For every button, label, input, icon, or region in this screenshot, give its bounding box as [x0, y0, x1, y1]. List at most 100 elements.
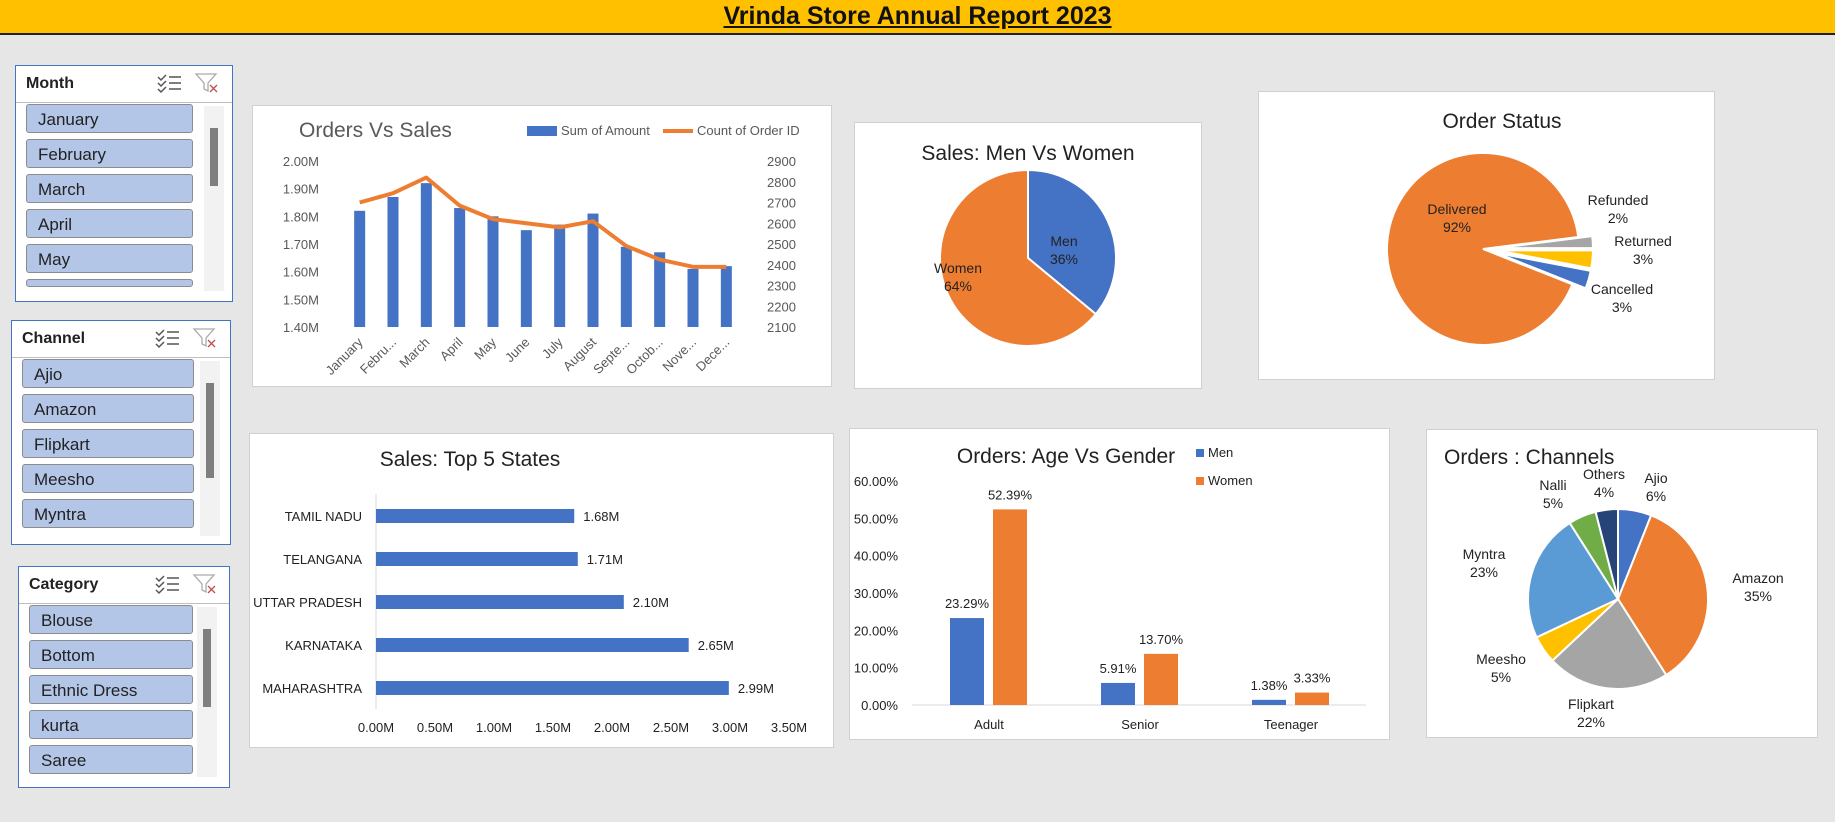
bar-nove: [687, 268, 699, 327]
slicer-item-amazon[interactable]: Amazon: [22, 394, 194, 423]
y-tick: 40.00%: [854, 549, 899, 564]
slicer-header: Channel: [12, 321, 230, 358]
y-tick: 0.00%: [861, 698, 898, 713]
report-title: Vrinda Store Annual Report 2023: [723, 2, 1112, 30]
orders-vs-sales-card: Orders Vs Sales Sum of Amount Count of Ord…: [252, 105, 832, 387]
slicer-item-saree[interactable]: Saree: [29, 745, 193, 774]
bar-septe: [620, 246, 632, 327]
multi-select-icon[interactable]: [154, 573, 180, 595]
slice-label-returned: Returned: [1614, 233, 1672, 249]
bar-may: [487, 216, 499, 327]
clear-filter-icon[interactable]: [194, 72, 220, 94]
scrollbar-thumb[interactable]: [203, 629, 211, 707]
slicer-item-meesho[interactable]: Meesho: [22, 464, 194, 493]
slice-label-cancelled: Cancelled: [1591, 281, 1653, 297]
slicer-item-bottom[interactable]: Bottom: [29, 640, 193, 669]
bar-febru: [387, 196, 399, 327]
pie-slice-returned: [1496, 249, 1594, 270]
category-slicer[interactable]: Category Blouse Bottom Ethnic Dress kurt…: [18, 566, 230, 788]
slice-pct-men: 36%: [1050, 251, 1078, 267]
slicer-scrollbar[interactable]: [200, 361, 220, 536]
slicer-item-may[interactable]: May: [26, 244, 193, 273]
value-label-telangana: 1.71M: [587, 552, 623, 567]
slice-label-delivered: Delivered: [1427, 201, 1486, 217]
slice-label-women: Women: [934, 260, 982, 276]
legend-swatch-men: [1196, 449, 1204, 457]
multi-select-icon[interactable]: [156, 72, 182, 94]
slicer-item-ethnic-dress[interactable]: Ethnic Dress: [29, 675, 193, 704]
order-status-card: Order Status Delivered 92% Refunded 2% Return…: [1258, 91, 1715, 380]
x-tick-march: March: [396, 335, 432, 371]
state-label-karnataka: KARNATAKA: [285, 638, 362, 653]
slicer-title: Channel: [22, 330, 86, 347]
slice-pct-nalli: 5%: [1543, 495, 1563, 511]
slice-pct-flipkart: 22%: [1577, 714, 1605, 730]
x-tick-dece: Dece...: [693, 335, 733, 375]
slice-pct-meesho: 5%: [1491, 669, 1511, 685]
value-label-tamil-nadu: 1.68M: [583, 509, 619, 524]
x-tick-nove: Nove...: [659, 335, 699, 375]
slice-pct-cancelled: 3%: [1612, 299, 1632, 315]
pie-slice-men: [1027, 168, 1117, 316]
slicer-item-february[interactable]: February: [26, 139, 193, 168]
pie-slice-amazon: [1616, 514, 1709, 677]
bar-uttar-pradesh: [376, 595, 624, 609]
slicer-item-partial[interactable]: [26, 279, 193, 287]
clear-filter-icon[interactable]: [192, 327, 218, 349]
data-label-senior-men: 5.91%: [1100, 661, 1137, 676]
age-vs-gender-chart: Orders: Age Vs Gender Men Women 60.00% 50.00…: [854, 445, 1366, 732]
slicer-item-march[interactable]: March: [26, 174, 193, 203]
slicer-scrollbar[interactable]: [197, 607, 217, 777]
slicer-item-january[interactable]: January: [26, 104, 193, 133]
x-tick-april: April: [437, 334, 466, 363]
x-tick-june: June: [502, 335, 533, 366]
legend-label-men: Men: [1208, 445, 1233, 460]
bar-adult-men: [950, 618, 984, 705]
line-count-of-order-id: [359, 175, 727, 269]
state-label-uttar-pradesh: UTTAR PRADESH: [253, 595, 362, 610]
clear-filter-icon[interactable]: [192, 573, 218, 595]
data-label-senior-women: 13.70%: [1139, 632, 1184, 647]
y-tick: 20.00%: [854, 623, 899, 638]
top-states-card: Sales: Top 5 States TAMIL NADU 1.68M TELANG…: [249, 433, 834, 748]
chart-title: Orders Vs Sales: [299, 119, 452, 142]
slicer-title: Month: [26, 75, 74, 92]
slice-label-amazon: Amazon: [1732, 570, 1783, 586]
orders-vs-sales-chart: Orders Vs Sales Sum of Amount Count of Ord…: [283, 119, 800, 378]
slicer-item-ajio[interactable]: Ajio: [22, 359, 194, 388]
y-tick: 30.00%: [854, 586, 899, 601]
state-label-maharashtra: MAHARASHTRA: [262, 681, 362, 696]
y-left-tick: 1.70M: [283, 237, 319, 252]
channels-chart: Orders : Channels Ajio 6% Amazon 35% Flipkart…: [1444, 446, 1784, 730]
scrollbar-thumb[interactable]: [206, 383, 214, 478]
channel-slicer[interactable]: Channel Ajio Amazon Flipkart Meesho Mynt…: [11, 320, 231, 545]
x-tick: 0.50M: [417, 720, 453, 735]
month-slicer[interactable]: Month January February March April May: [15, 65, 233, 302]
chart-title: Order Status: [1442, 110, 1561, 133]
y-left-tick: 1.90M: [283, 182, 319, 197]
slice-label-meesho: Meesho: [1476, 651, 1526, 667]
scrollbar-thumb[interactable]: [210, 128, 218, 186]
chart-title: Orders : Channels: [1444, 446, 1614, 469]
y-right-tick: 2700: [767, 196, 796, 211]
x-tick: 3.50M: [771, 720, 807, 735]
bar-april: [454, 208, 466, 327]
x-tick: 1.50M: [535, 720, 571, 735]
slice-pct-amazon: 35%: [1744, 588, 1772, 604]
slicer-item-myntra[interactable]: Myntra: [22, 499, 194, 528]
chart-title: Sales: Men Vs Women: [921, 142, 1134, 165]
y-tick: 50.00%: [854, 511, 899, 526]
multi-select-icon[interactable]: [154, 327, 180, 349]
y-right-tick: 2500: [767, 237, 796, 252]
slicer-item-flipkart[interactable]: Flipkart: [22, 429, 194, 458]
legend-label-women: Women: [1208, 473, 1253, 488]
data-label-adult-men: 23.29%: [945, 596, 990, 611]
report-header: Vrinda Store Annual Report 2023: [0, 0, 1835, 35]
slicer-scrollbar[interactable]: [204, 106, 224, 291]
value-label-maharashtra: 2.99M: [738, 681, 774, 696]
slicer-item-blouse[interactable]: Blouse: [29, 605, 193, 634]
legend-swatch-women: [1196, 477, 1204, 485]
slice-label-others: Others: [1583, 466, 1625, 482]
slicer-item-april[interactable]: April: [26, 209, 193, 238]
slicer-item-kurta[interactable]: kurta: [29, 710, 193, 739]
